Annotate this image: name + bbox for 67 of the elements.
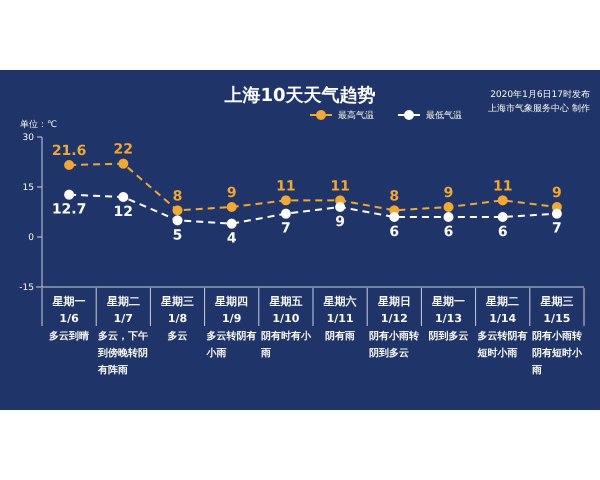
x-tick-label: 星期三 1/8 [160, 295, 194, 325]
text: 阴有小雨转阴到多云 [369, 330, 420, 359]
data-label: 6 [444, 224, 454, 240]
chart-title: 上海10天天气趋势 [223, 85, 376, 106]
point [226, 202, 237, 212]
data-label: 11 [276, 178, 296, 194]
y-axis-title: 单位：℃ [20, 119, 58, 130]
data-label: 21.6 [52, 143, 86, 159]
x-tick-label: 星期日 1/12 [376, 295, 411, 325]
point [280, 195, 291, 206]
data-label: 6 [498, 224, 508, 240]
y-tick-label: 30 [22, 133, 34, 143]
y-tick-label: -15 [19, 283, 34, 293]
x-tick-label: 星期四 1/9 [214, 295, 248, 325]
data-label: 7 [281, 220, 291, 237]
legend-label: 最高气温 [338, 110, 374, 121]
data-label: 7 [552, 220, 562, 237]
data-label: 9 [552, 185, 562, 201]
legend-label: 最低气温 [426, 110, 462, 121]
text: 多云到晴 [49, 330, 90, 342]
data-label: 6 [389, 224, 400, 240]
x-tick-label: 星期六 1/11 [322, 295, 357, 325]
text: 2020年1月6日17时发布 [490, 89, 590, 100]
data-label: 12 [114, 204, 134, 220]
x-tick-label: 星期五 1/10 [268, 295, 302, 325]
data-label: 12.7 [52, 202, 86, 218]
text: 多云，下午到傍晚转阴有阵雨 [97, 330, 148, 376]
data-label: 9 [335, 214, 345, 230]
text: 上海市气象服务中心 制作 [488, 103, 590, 114]
data-label: 11 [492, 178, 512, 194]
text: 阴有雨 [325, 330, 356, 342]
point [552, 208, 562, 219]
x-tick-label: 星期二 1/7 [106, 295, 140, 325]
point [444, 202, 454, 212]
point [118, 192, 128, 202]
text: 多云 [168, 330, 188, 342]
text: 多云转阴有短时小雨 [476, 330, 528, 359]
point [172, 215, 182, 226]
data-label: 11 [330, 178, 350, 194]
data-label: 8 [389, 188, 400, 204]
text: 阴有时有小雨 [260, 330, 312, 359]
point [226, 218, 237, 229]
x-tick-label: 星期一 1/6 [52, 295, 86, 325]
data-label: 9 [226, 185, 237, 201]
x-tick-label: 星期一 1/13 [431, 295, 465, 325]
point [64, 190, 74, 200]
data-label: 8 [172, 188, 182, 204]
y-tick-label: 0 [28, 233, 34, 243]
point [172, 205, 182, 216]
data-label: 4 [226, 230, 237, 247]
point [280, 208, 291, 219]
text: 多云转阴有小雨 [206, 330, 257, 359]
point [64, 160, 74, 170]
text: 阴到多云 [428, 330, 468, 342]
text: 阴有小雨转阴有短时小雨 [530, 330, 583, 376]
data-label: 5 [172, 227, 182, 244]
data-label: 9 [444, 185, 454, 201]
point [498, 212, 508, 222]
point [444, 212, 454, 222]
point [118, 158, 128, 169]
x-tick-label: 星期三 1/15 [539, 295, 574, 325]
y-tick-label: 15 [22, 183, 34, 193]
data-label: 22 [114, 142, 134, 158]
point [498, 195, 508, 206]
x-tick-label: 星期二 1/14 [485, 295, 520, 325]
point [389, 212, 400, 222]
point [335, 202, 346, 212]
